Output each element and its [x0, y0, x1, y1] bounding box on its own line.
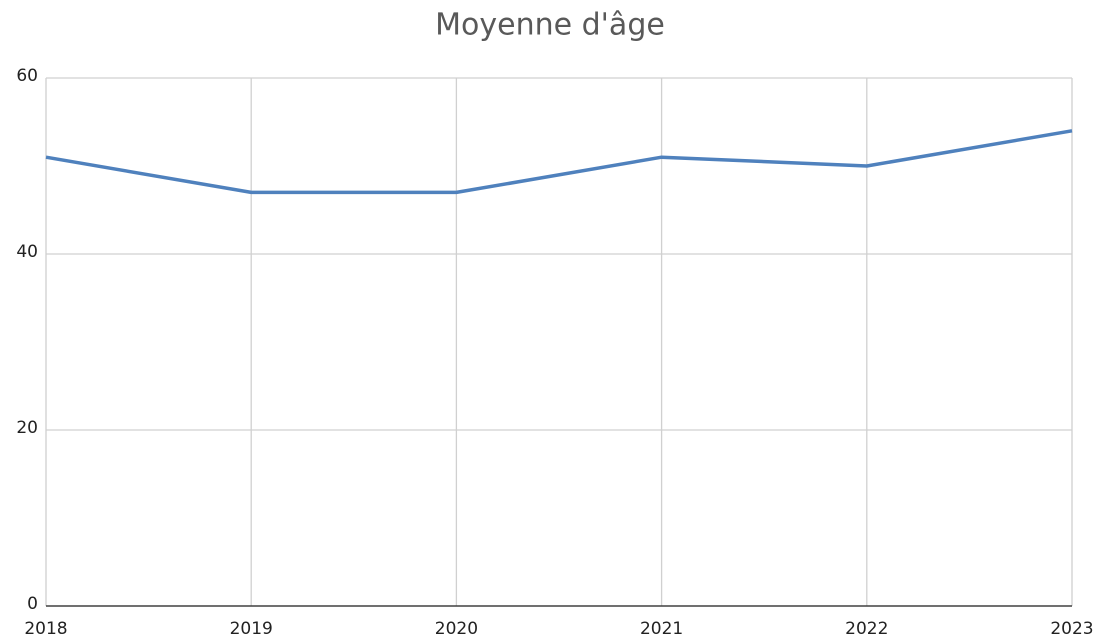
- chart-title: Moyenne d'âge: [435, 8, 665, 43]
- y-tick-label: 0: [27, 594, 38, 614]
- y-tick-label: 40: [16, 242, 38, 262]
- x-tick-label: 2023: [1050, 619, 1093, 639]
- y-tick-label: 20: [16, 418, 38, 438]
- y-tick-label: 60: [16, 66, 38, 86]
- x-tick-label: 2022: [845, 619, 888, 639]
- x-tick-label: 2018: [24, 619, 67, 639]
- x-tick-label: 2020: [435, 619, 478, 639]
- data-line: [45, 129, 1073, 195]
- x-tick-label: 2021: [640, 619, 683, 639]
- x-tick-label: 2019: [230, 619, 273, 639]
